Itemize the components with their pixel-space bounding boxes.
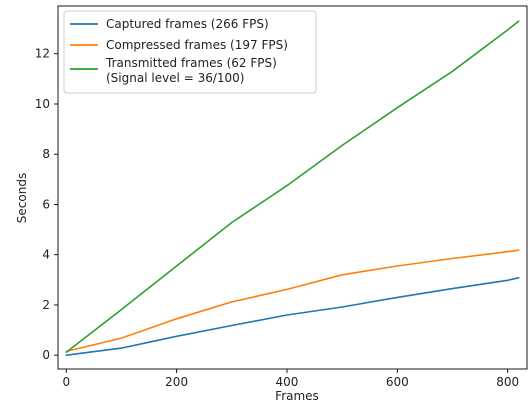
y-tick-label: 4	[42, 248, 50, 262]
legend-label-1: Captured frames (266 FPS)	[106, 17, 269, 31]
series-layer	[65, 20, 520, 357]
legend: Captured frames (266 FPS) Compressed fram…	[63, 10, 317, 94]
legend-label-3: (Signal level = 36/100)	[106, 71, 244, 85]
y-tick-label: 2	[42, 298, 50, 312]
series-line-3	[65, 20, 520, 354]
y-tick-label: 6	[42, 197, 50, 211]
x-tick-label: 0	[62, 375, 70, 389]
y-axis-label: Seconds	[15, 173, 29, 223]
y-tick-label: 10	[35, 97, 50, 111]
series-line-2	[65, 249, 520, 353]
axes-layer: 0 200 400 600 800 0 2 4 6 8 10 12	[35, 5, 528, 389]
x-axis-label: Frames	[275, 389, 319, 403]
legend-label-2: Compressed frames (197 FPS)	[106, 38, 288, 52]
y-tick-label: 8	[42, 147, 50, 161]
x-tick-label: 400	[276, 375, 299, 389]
legend-box	[63, 10, 317, 94]
x-tick-label: 800	[496, 375, 519, 389]
series-line-1	[65, 276, 520, 357]
y-tick-label: 0	[42, 348, 50, 362]
x-tick-label: 600	[386, 375, 409, 389]
x-tick-label: 200	[165, 375, 188, 389]
y-tick-label: 12	[35, 47, 50, 61]
axes-frame	[57, 5, 528, 370]
legend-label-3: Transmitted frames (62 FPS)	[105, 56, 277, 70]
